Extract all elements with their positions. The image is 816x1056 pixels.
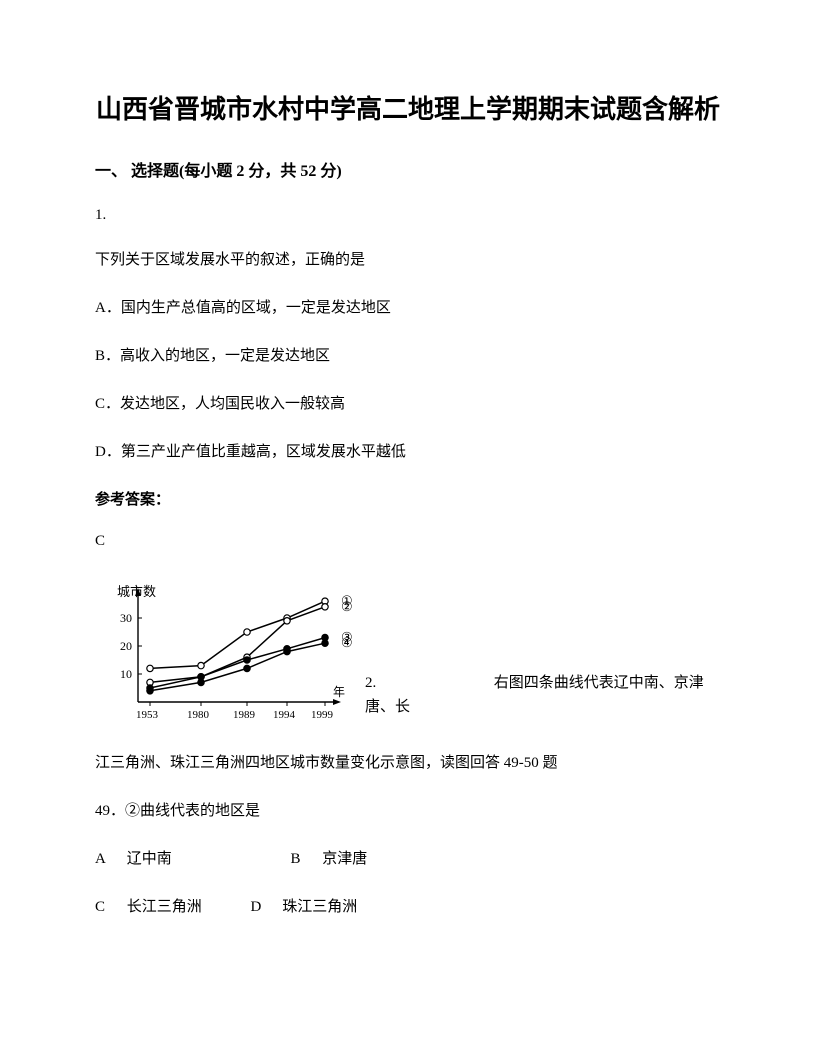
svg-text:20: 20: [120, 639, 132, 653]
q2-continuation: 江三角洲、珠江三角洲四地区城市数量变化示意图，读图回答 49-50 题: [95, 751, 721, 775]
svg-text:30: 30: [120, 611, 132, 625]
svg-text:城市数: 城市数: [117, 584, 156, 599]
q1-answer-label: 参考答案：: [95, 488, 721, 509]
svg-text:1953: 1953: [136, 709, 159, 721]
section-header: 一、 选择题(每小题 2 分，共 52 分): [95, 157, 721, 181]
q1-stem: 下列关于区域发展水平的叙述，正确的是: [95, 248, 721, 272]
q2-option-row-1: A 辽中南 B 京津唐: [95, 847, 721, 871]
q2-text-inline: 右图四条曲线代表辽中南、京津唐、长: [365, 675, 704, 715]
q2-option-row-2: C 长江三角洲 D 珠江三角洲: [95, 895, 721, 919]
q1-number: 1.: [95, 207, 721, 224]
q2-subquestion: 49．②曲线代表的地区是: [95, 799, 721, 823]
svg-text:1980: 1980: [187, 709, 210, 721]
svg-text:②: ②: [341, 599, 353, 614]
q1-option-b: B．高收入的地区，一定是发达地区: [95, 344, 721, 368]
q1-option-d: D．第三产业产值比重越高，区域发展水平越低: [95, 440, 721, 464]
q2-option-d-letter: D: [251, 895, 279, 919]
q2-option-c-label: 长江三角洲: [127, 895, 247, 919]
page-title: 山西省晋城市水村中学高二地理上学期期末试题含解析: [95, 90, 721, 129]
q2-option-a-label: 辽中南: [127, 847, 287, 871]
svg-text:年: 年: [333, 685, 345, 699]
svg-text:1989: 1989: [233, 709, 256, 721]
q2-row: 城市数年10203019531980198919941999①②③④ 2. 右图…: [95, 574, 721, 727]
q1-option-a: A．国内生产总值高的区域，一定是发达地区: [95, 296, 721, 320]
q1-answer: C: [95, 533, 721, 550]
q2-option-c-letter: C: [95, 895, 123, 919]
svg-text:④: ④: [341, 635, 353, 650]
city-count-chart: 城市数年10203019531980198919941999①②③④: [95, 574, 365, 722]
q2-option-a-letter: A: [95, 847, 123, 871]
svg-text:10: 10: [120, 667, 132, 681]
svg-text:1994: 1994: [273, 709, 296, 721]
q2-option-b-letter: B: [291, 847, 319, 871]
q2-option-b-label: 京津唐: [322, 847, 367, 871]
q2-lead: 2. 右图四条曲线代表辽中南、京津唐、长: [365, 671, 721, 727]
q2-number: 2.: [365, 675, 376, 691]
svg-text:1999: 1999: [311, 709, 334, 721]
q1-option-c: C．发达地区，人均国民收入一般较高: [95, 392, 721, 416]
chart-container: 城市数年10203019531980198919941999①②③④: [95, 574, 365, 727]
q2-option-d-label: 珠江三角洲: [282, 895, 357, 919]
